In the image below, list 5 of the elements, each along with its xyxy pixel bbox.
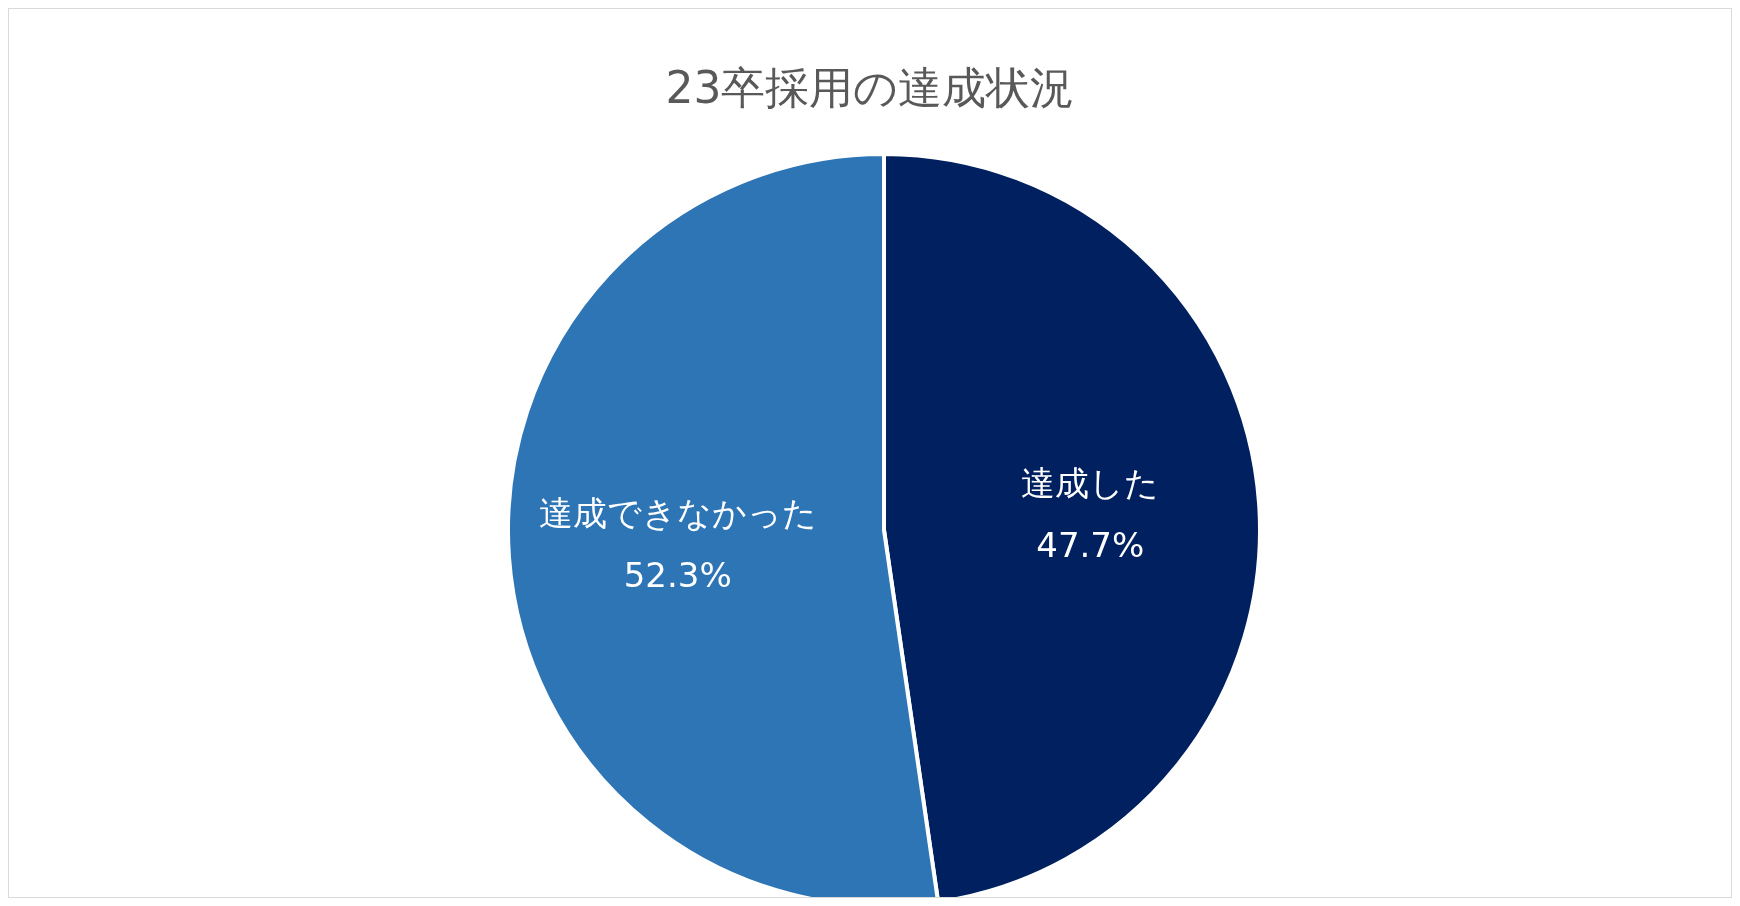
data-label: 52.3% — [623, 554, 732, 595]
slice-label: 達成できなかった — [538, 492, 817, 533]
data-label: 47.7% — [1036, 525, 1145, 566]
chart-title: 23卒採用の達成状況 — [665, 62, 1075, 113]
slice-label: 達成した — [1021, 463, 1160, 504]
